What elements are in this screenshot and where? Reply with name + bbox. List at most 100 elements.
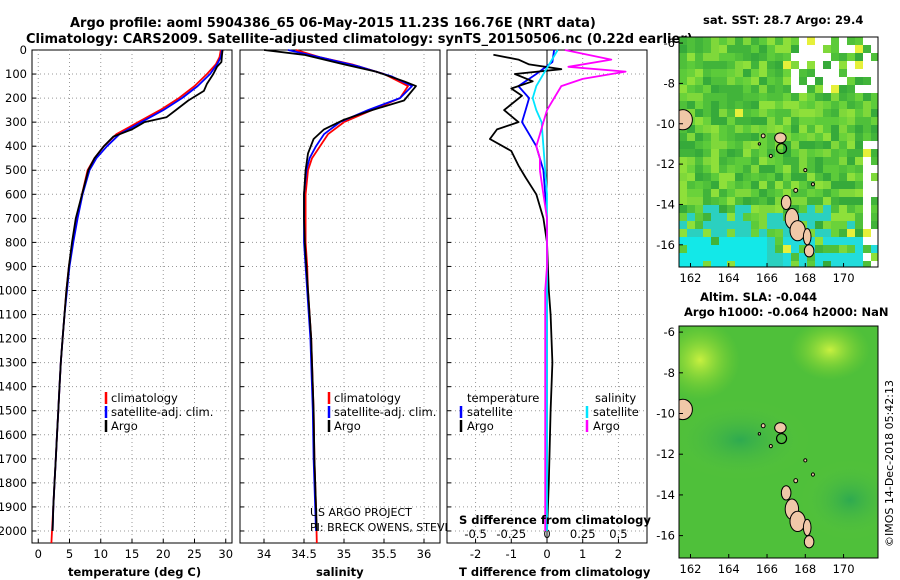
sst-cell	[775, 157, 783, 165]
map-lon-label: 170	[833, 271, 855, 285]
sst-cell	[807, 53, 815, 61]
sst-cell	[695, 109, 703, 117]
sst-cell	[687, 93, 695, 101]
sst-cell	[711, 205, 719, 213]
island	[803, 458, 808, 463]
sst-cell	[703, 53, 711, 61]
sst-cell	[807, 61, 815, 69]
sst-cell	[687, 69, 695, 77]
sst-cell	[863, 85, 871, 93]
island	[757, 142, 762, 146]
sst-cell	[759, 141, 767, 149]
sst-cell	[831, 125, 839, 133]
sst-cell	[863, 125, 871, 133]
sst-cell	[791, 61, 799, 69]
sst-cell	[687, 213, 695, 221]
sst-cell	[743, 245, 751, 253]
sst-cell	[791, 181, 799, 189]
sst-cell	[807, 165, 815, 173]
sst-cell	[863, 229, 871, 237]
depth-tick-label: 1700	[0, 452, 27, 466]
sst-cell	[735, 181, 743, 189]
sst-cell	[767, 61, 775, 69]
sst-cell	[751, 141, 759, 149]
s-difference-xlabel: S difference from climatology	[459, 513, 651, 527]
sst-cell	[695, 133, 703, 141]
depth-tick-label: 1200	[0, 332, 27, 346]
sst-cell	[791, 157, 799, 165]
island	[793, 478, 799, 484]
sst-cell	[687, 245, 695, 253]
sst-cell	[823, 133, 831, 141]
sst-cell	[703, 213, 711, 221]
sst-cell	[711, 101, 719, 109]
sst-cell	[743, 181, 751, 189]
sst-cell	[799, 125, 807, 133]
sst-cell	[679, 85, 687, 93]
sst-cell	[687, 197, 695, 205]
sst-cell	[847, 53, 855, 61]
sst-cell	[831, 261, 839, 267]
sst-cell	[767, 245, 775, 253]
sst-cell	[703, 245, 711, 253]
sst-cell	[855, 37, 863, 45]
sst-cell	[719, 53, 727, 61]
sst-cell	[871, 77, 878, 85]
sst-cell	[783, 141, 791, 149]
sst-cell	[815, 37, 823, 45]
sst-cell	[767, 221, 775, 229]
sst-cell	[831, 149, 839, 157]
s-diff-tick-label: -0.5	[464, 527, 486, 541]
sst-cell	[727, 197, 735, 205]
temperature-plot-frame	[31, 49, 233, 544]
x-tick-label: 10	[93, 547, 108, 561]
depth-tick-label: 900	[5, 259, 27, 273]
sst-cell	[855, 253, 863, 261]
sst-cell	[807, 77, 815, 85]
sst-cell	[799, 157, 807, 165]
sst-cell	[679, 229, 687, 237]
sst-cell	[775, 69, 783, 77]
sst-cell	[871, 149, 878, 157]
sst-cell	[703, 189, 711, 197]
sst-cell	[695, 173, 703, 181]
sst-cell	[695, 245, 703, 253]
sst-cell	[831, 61, 839, 69]
sla-map-frame	[678, 325, 879, 559]
sst-cell	[815, 221, 823, 229]
figure-title-line2: Climatology: CARS2009. Satellite-adjuste…	[26, 32, 693, 47]
sst-cell	[703, 205, 711, 213]
sst-cell	[711, 181, 719, 189]
sst-cell	[679, 189, 687, 197]
sst-cell	[759, 213, 767, 221]
sst-cell	[823, 229, 831, 237]
sst-cell	[815, 61, 823, 69]
sst-cell	[807, 141, 815, 149]
sst-cell	[839, 101, 847, 109]
map-lat-label: -8	[664, 76, 675, 90]
sst-cell	[823, 109, 831, 117]
x-tick-label: 34	[257, 547, 272, 561]
sst-cell	[751, 69, 759, 77]
sst-cell	[831, 189, 839, 197]
sst-cell	[687, 165, 695, 173]
sst-cell	[767, 101, 775, 109]
sst-cell	[831, 101, 839, 109]
sst-cell	[719, 237, 727, 245]
sst-cell	[815, 237, 823, 245]
sst-cell	[703, 85, 711, 93]
sst-cell	[751, 237, 759, 245]
sst-cell	[743, 133, 751, 141]
sst-cell	[719, 173, 727, 181]
sst-cell	[719, 85, 727, 93]
sst-cell	[711, 253, 719, 261]
x-tick-label: 35	[337, 547, 352, 561]
sst-cell	[863, 173, 871, 181]
sst-cell	[711, 77, 719, 85]
salinity-axis: 34 34.5 35 35.5 36	[257, 539, 431, 561]
sst-cell	[695, 253, 703, 261]
sst-cell	[871, 189, 878, 197]
sst-cell	[831, 109, 839, 117]
sst-cell	[847, 37, 855, 45]
sst-cell	[839, 237, 847, 245]
